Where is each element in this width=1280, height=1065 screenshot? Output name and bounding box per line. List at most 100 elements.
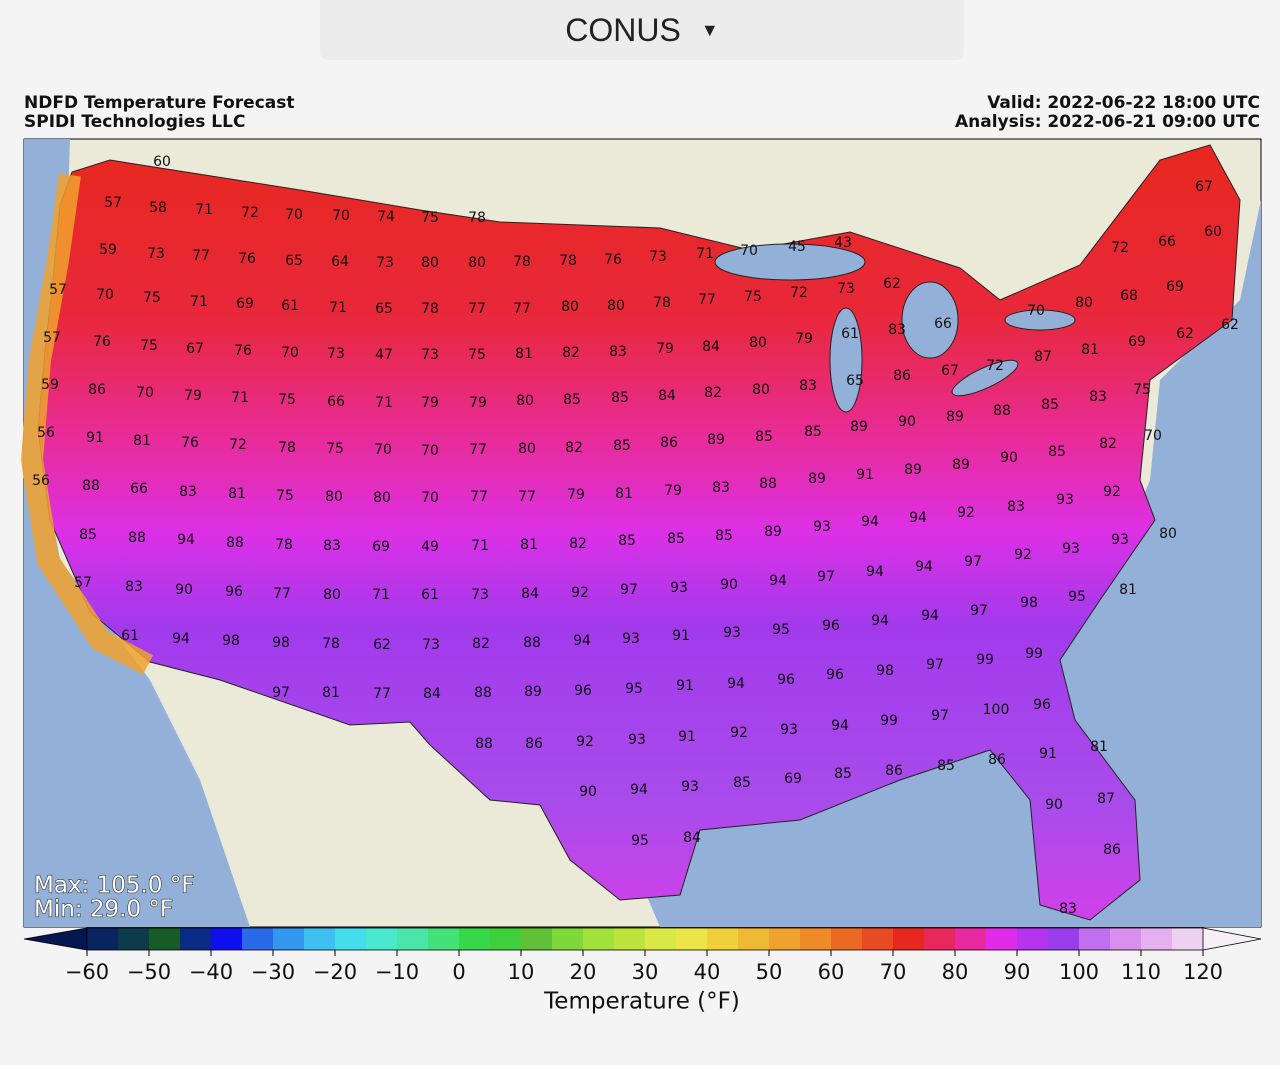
colorbar-tick-label: 0	[452, 960, 465, 984]
temperature-label: 90	[1000, 450, 1018, 466]
temperature-label: 91	[672, 628, 690, 644]
colorbar-label: Temperature (°F)	[543, 989, 740, 1015]
temperature-label: 94	[630, 782, 648, 798]
temperature-label: 77	[468, 301, 486, 317]
colorbar-segment	[335, 928, 367, 950]
temperature-label: 66	[327, 394, 345, 410]
temperature-label: 68	[1120, 288, 1138, 304]
colorbar-tick-label: −20	[313, 960, 357, 984]
temperature-label: 85	[733, 775, 751, 791]
temperature-label: 60	[153, 154, 171, 170]
temperature-label: 89	[808, 471, 826, 487]
temperature-label: 85	[613, 438, 631, 454]
colorbar-segment	[1048, 928, 1080, 950]
temperature-label: 95	[1068, 589, 1086, 605]
temperature-label: 79	[656, 341, 674, 357]
temperature-label: 96	[826, 667, 844, 683]
temperature-label: 80	[323, 587, 341, 603]
colorbar-segment	[1141, 928, 1173, 950]
temperature-label: 75	[421, 210, 439, 226]
temperature-label: 100	[983, 702, 1010, 718]
temperature-label: 64	[331, 254, 349, 270]
temperature-label: 66	[1158, 234, 1176, 250]
colorbar-segment	[366, 928, 398, 950]
temperature-label: 79	[421, 395, 439, 411]
temperature-label: 67	[186, 341, 204, 357]
temperature-label: 81	[1081, 342, 1099, 358]
temperature-label: 83	[799, 378, 817, 394]
temperature-label: 82	[1099, 436, 1117, 452]
temperature-label: 71	[372, 587, 390, 603]
temperature-label: 75	[143, 290, 161, 306]
colorbar-segment	[149, 928, 181, 950]
temperature-label: 72	[790, 285, 808, 301]
temperature-label: 79	[664, 483, 682, 499]
temperature-label: 74	[377, 209, 395, 225]
temperature-label: 58	[149, 200, 167, 216]
temperature-label: 70	[421, 490, 439, 506]
colorbar-segment	[397, 928, 429, 950]
colorbar-segment	[211, 928, 243, 950]
colorbar-segment	[1110, 928, 1142, 950]
temperature-label: 81	[615, 486, 633, 502]
dropdown-caret[interactable]: ▼	[700, 19, 719, 40]
lake-ontario	[1004, 309, 1076, 331]
temperature-label: 85	[667, 531, 685, 547]
temperature-label: 86	[893, 368, 911, 384]
dropdown-label[interactable]: CONUS	[565, 11, 681, 48]
temperature-label: 87	[1097, 791, 1115, 807]
temperature-label: 91	[678, 729, 696, 745]
colorbar-segment	[242, 928, 274, 950]
colorbar-segment	[87, 928, 119, 950]
temperature-label: 92	[571, 585, 589, 601]
temperature-label: 94	[831, 718, 849, 734]
temperature-label: 65	[375, 301, 393, 317]
lake-huron	[901, 281, 959, 359]
colorbar-segment	[614, 928, 646, 950]
temperature-label: 71	[696, 246, 714, 262]
temperature-label: 77	[192, 248, 210, 264]
temperature-label: 98	[1020, 595, 1038, 611]
temperature-label: 66	[130, 481, 148, 497]
temperature-label: 61	[841, 326, 859, 342]
temperature-label: 75	[1133, 382, 1151, 398]
temperature-label: 86	[1103, 842, 1121, 858]
temperature-label: 77	[513, 301, 531, 317]
temperature-label: 62	[1176, 326, 1194, 342]
temperature-label: 70	[740, 243, 758, 259]
temperature-label: 70	[136, 385, 154, 401]
temperature-label: 97	[926, 657, 944, 673]
temperature-label: 65	[285, 253, 303, 269]
temperature-label: 88	[128, 530, 146, 546]
temperature-label: 77	[518, 489, 536, 505]
temperature-label: 85	[937, 758, 955, 774]
temperature-label: 67	[941, 363, 959, 379]
lake-michigan	[829, 307, 863, 413]
temperature-label: 90	[720, 577, 738, 593]
temperature-label: 94	[861, 514, 879, 530]
temperature-label: 86	[885, 763, 903, 779]
colorbar-segment	[707, 928, 739, 950]
temperature-label: 69	[1128, 334, 1146, 350]
colorbar-segment	[521, 928, 553, 950]
temperature-label: 67	[1195, 179, 1213, 195]
temperature-label: 57	[104, 195, 122, 211]
temperature-label: 84	[683, 830, 701, 846]
temperature-label: 96	[1033, 697, 1051, 713]
temperature-label: 71	[471, 538, 489, 554]
temperature-label: 83	[125, 579, 143, 595]
temperature-label: 71	[190, 294, 208, 310]
region-dropdown[interactable]: CONUS ▼	[320, 0, 964, 60]
temperature-label: 75	[140, 338, 158, 354]
colorbar-segment	[490, 928, 522, 950]
colorbar-tick-label: 30	[632, 960, 659, 984]
temperature-label: 61	[421, 587, 439, 603]
temperature-label: 99	[1025, 646, 1043, 662]
temperature-label: 49	[421, 539, 439, 555]
temperature-label: 84	[423, 686, 441, 702]
temperature-label: 78	[653, 295, 671, 311]
temperature-label: 85	[79, 527, 97, 543]
temperature-label: 65	[846, 373, 864, 389]
temperature-label: 97	[970, 603, 988, 619]
temperature-label: 93	[628, 732, 646, 748]
